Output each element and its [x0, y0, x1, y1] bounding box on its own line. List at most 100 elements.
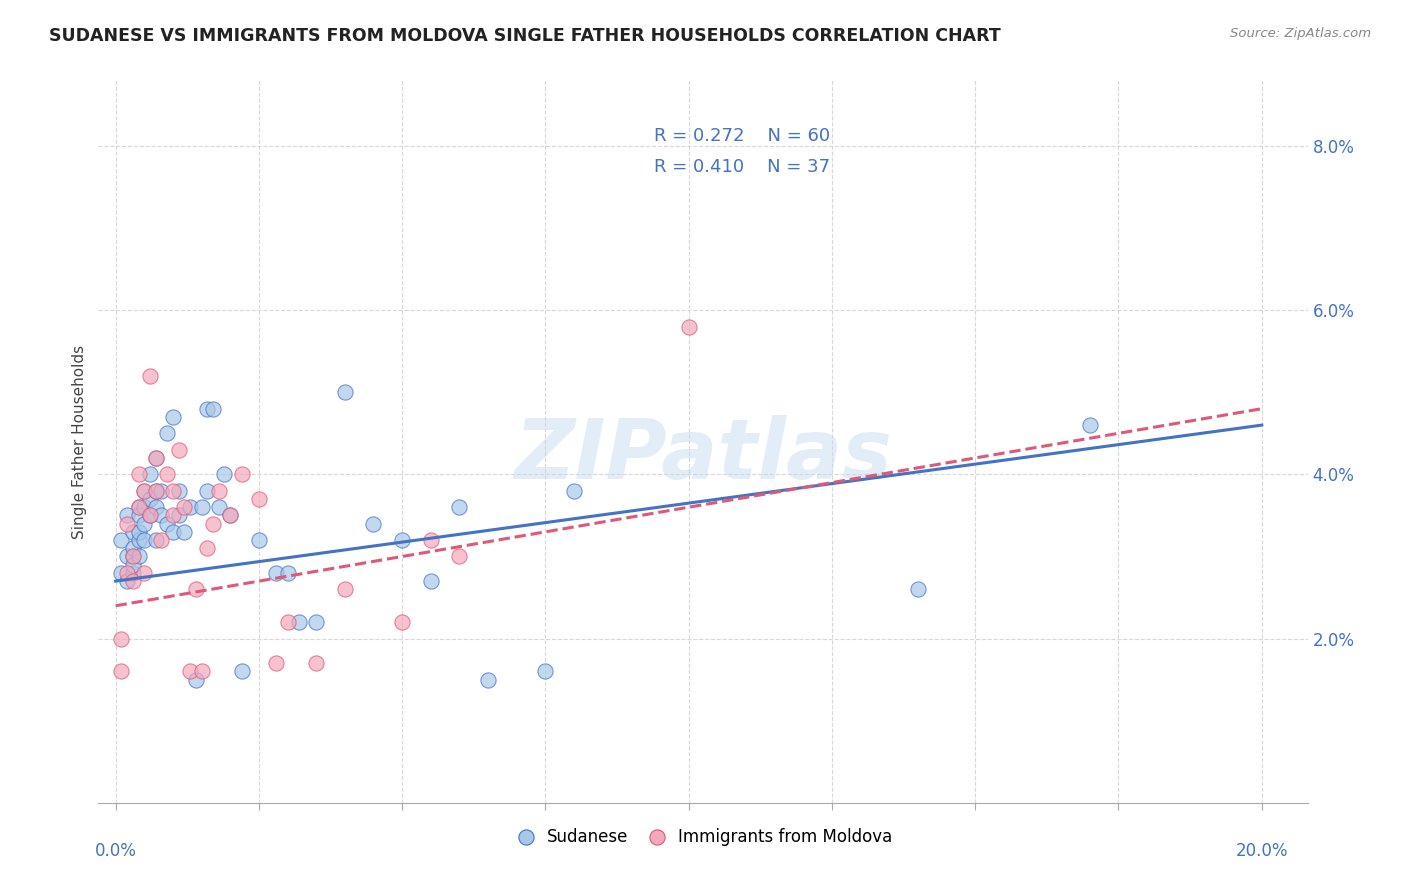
Point: [110, 533, 132, 547]
Text: 20.0%: 20.0%: [1236, 842, 1288, 860]
Point: [121, 574, 143, 588]
Point: [121, 524, 143, 539]
Point: [247, 491, 270, 506]
Point: [419, 533, 441, 547]
Y-axis label: Single Father Households: Single Father Households: [72, 344, 87, 539]
Text: R = 0.272    N = 60: R = 0.272 N = 60: [654, 127, 830, 145]
Point: [134, 533, 156, 547]
Text: R = 0.410    N = 37: R = 0.410 N = 37: [654, 158, 830, 176]
Point: [195, 401, 218, 416]
Point: [150, 508, 173, 523]
Point: [179, 500, 201, 515]
Point: [139, 368, 162, 383]
Point: [190, 500, 212, 515]
Point: [449, 500, 471, 515]
Point: [173, 524, 195, 539]
Point: [139, 508, 162, 523]
Point: [121, 549, 143, 564]
Point: [162, 409, 184, 424]
Point: [139, 467, 162, 482]
Point: [562, 483, 585, 498]
Point: [202, 516, 225, 531]
Point: [231, 665, 253, 679]
Point: [156, 467, 179, 482]
Point: [115, 566, 138, 580]
Point: [121, 549, 143, 564]
Point: [907, 582, 929, 597]
Point: [162, 483, 184, 498]
Point: [134, 483, 156, 498]
Point: [134, 516, 156, 531]
Point: [288, 615, 311, 630]
Point: [145, 483, 167, 498]
Point: [449, 549, 471, 564]
Point: [134, 500, 156, 515]
Text: Source: ZipAtlas.com: Source: ZipAtlas.com: [1230, 27, 1371, 40]
Point: [305, 657, 328, 671]
Point: [195, 541, 218, 556]
Point: [391, 533, 413, 547]
Point: [145, 500, 167, 515]
Point: [179, 665, 201, 679]
Point: [128, 524, 150, 539]
Point: [128, 549, 150, 564]
Point: [202, 401, 225, 416]
Point: [150, 533, 173, 547]
Point: [184, 582, 207, 597]
Point: [110, 632, 132, 646]
Point: [128, 533, 150, 547]
Point: [219, 508, 242, 523]
Text: SUDANESE VS IMMIGRANTS FROM MOLDOVA SINGLE FATHER HOUSEHOLDS CORRELATION CHART: SUDANESE VS IMMIGRANTS FROM MOLDOVA SING…: [49, 27, 1001, 45]
Point: [208, 483, 231, 498]
Point: [184, 673, 207, 687]
Point: [167, 508, 190, 523]
Point: [305, 615, 328, 630]
Point: [162, 508, 184, 523]
Point: [150, 483, 173, 498]
Point: [333, 582, 356, 597]
Point: [1078, 418, 1101, 433]
Point: [134, 566, 156, 580]
Point: [156, 426, 179, 441]
Point: [115, 516, 138, 531]
Point: [121, 541, 143, 556]
Point: [128, 508, 150, 523]
Point: [167, 442, 190, 457]
Point: [139, 491, 162, 506]
Point: [277, 615, 299, 630]
Point: [156, 516, 179, 531]
Text: 0.0%: 0.0%: [94, 842, 136, 860]
Legend: Sudanese, Immigrants from Moldova: Sudanese, Immigrants from Moldova: [506, 821, 900, 852]
Point: [247, 533, 270, 547]
Point: [167, 483, 190, 498]
Point: [115, 549, 138, 564]
Point: [333, 385, 356, 400]
Point: [534, 665, 557, 679]
Point: [139, 508, 162, 523]
Point: [128, 500, 150, 515]
Point: [363, 516, 385, 531]
Point: [678, 319, 700, 334]
Point: [162, 524, 184, 539]
Point: [231, 467, 253, 482]
Point: [208, 500, 231, 515]
Point: [110, 665, 132, 679]
Point: [115, 574, 138, 588]
Point: [110, 566, 132, 580]
Point: [128, 467, 150, 482]
Point: [264, 657, 287, 671]
Point: [121, 566, 143, 580]
Point: [128, 500, 150, 515]
Point: [115, 508, 138, 523]
Point: [134, 483, 156, 498]
Point: [214, 467, 236, 482]
Point: [195, 483, 218, 498]
Point: [145, 450, 167, 465]
Point: [145, 533, 167, 547]
Point: [121, 558, 143, 572]
Point: [419, 574, 441, 588]
Point: [145, 483, 167, 498]
Point: [477, 673, 499, 687]
Point: [219, 508, 242, 523]
Point: [145, 450, 167, 465]
